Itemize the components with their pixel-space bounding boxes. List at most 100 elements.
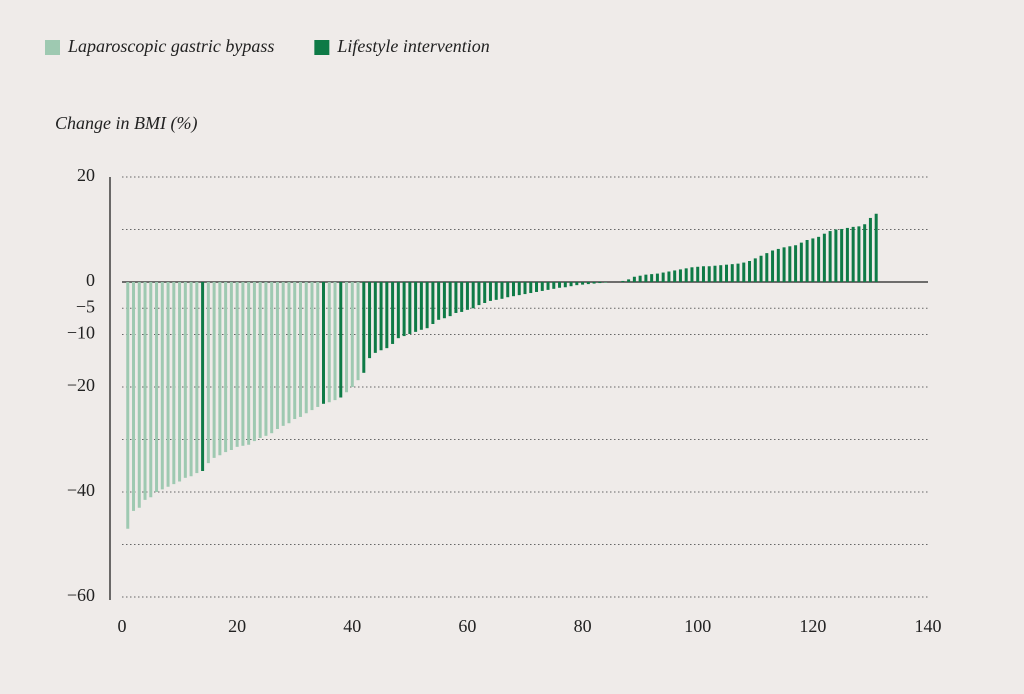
y-tick-label: −10 [67,323,95,343]
bar [143,282,147,500]
bar [558,282,562,288]
bar [488,282,492,301]
bar [264,282,268,436]
bar [379,282,383,351]
bar [811,238,815,282]
bar [437,282,441,320]
x-tick-label: 20 [228,616,246,636]
bar [195,282,199,474]
bar [322,282,325,404]
bar [460,282,464,312]
bar [494,282,498,300]
bar [678,269,682,282]
x-tick-label: 40 [343,616,361,636]
bar [604,282,608,283]
bar [149,282,153,498]
bar [851,226,855,282]
bar [368,282,372,359]
bar [500,282,504,299]
bar [419,282,423,330]
bar [771,250,775,282]
bar [310,282,314,411]
bar [270,282,274,434]
bar [385,282,389,349]
bar [345,282,349,393]
bar [362,282,366,373]
bar [287,282,291,424]
y-tick-label: −20 [67,375,95,395]
bar [414,282,418,332]
bar [293,282,297,420]
legend-label: Lifestyle intervention [336,36,489,56]
bar [201,282,205,471]
y-tick-label: −60 [67,585,95,605]
bar [183,282,187,478]
bar [483,282,487,303]
bar [218,282,222,456]
bar [788,246,792,282]
bar [621,280,625,282]
bar [425,282,429,329]
bar [529,282,533,294]
bar [799,242,803,282]
bar [546,282,550,290]
bar [765,253,769,282]
bar [247,282,251,445]
bar [448,282,452,317]
bar [673,270,677,282]
bar [725,264,728,282]
bar [356,282,360,381]
legend-swatch [45,40,60,55]
bar [805,240,809,282]
bar [396,282,400,339]
x-tick-label: 0 [118,616,127,636]
bar [281,282,285,426]
bar [828,231,832,282]
bar [137,282,141,508]
bar [661,272,665,282]
bar [598,282,602,284]
bar [736,263,740,282]
bar [644,274,648,282]
bar [258,282,262,438]
bar [304,282,308,414]
bar [477,282,481,306]
bar [298,282,302,417]
bar [845,227,849,282]
x-tick-label: 80 [574,616,592,636]
bar [155,282,159,492]
bar [333,282,337,401]
bar [742,262,746,282]
bar [707,266,711,282]
bar [794,245,798,282]
bar [275,282,279,429]
bar [701,266,705,282]
bar [581,282,585,285]
bar [817,236,821,282]
bar [655,273,659,282]
bar [834,229,838,282]
bar [863,224,867,282]
bar [212,282,216,458]
bar [868,217,872,282]
x-tick-label: 120 [799,616,826,636]
bar [540,282,544,291]
bar [224,282,228,453]
bar [172,282,176,485]
bar [506,282,510,298]
bar [391,282,395,344]
bar [132,282,136,511]
x-tick-label: 100 [684,616,711,636]
bar [684,268,688,282]
bar [160,282,164,490]
y-axis-title: Change in BMI (%) [55,113,197,134]
bar [730,264,734,282]
bar [241,282,245,446]
bar [511,282,515,297]
bar [442,282,446,319]
bar [753,258,757,282]
bar [569,282,573,287]
bar [523,282,527,295]
bar [632,276,636,282]
bar [327,282,331,403]
